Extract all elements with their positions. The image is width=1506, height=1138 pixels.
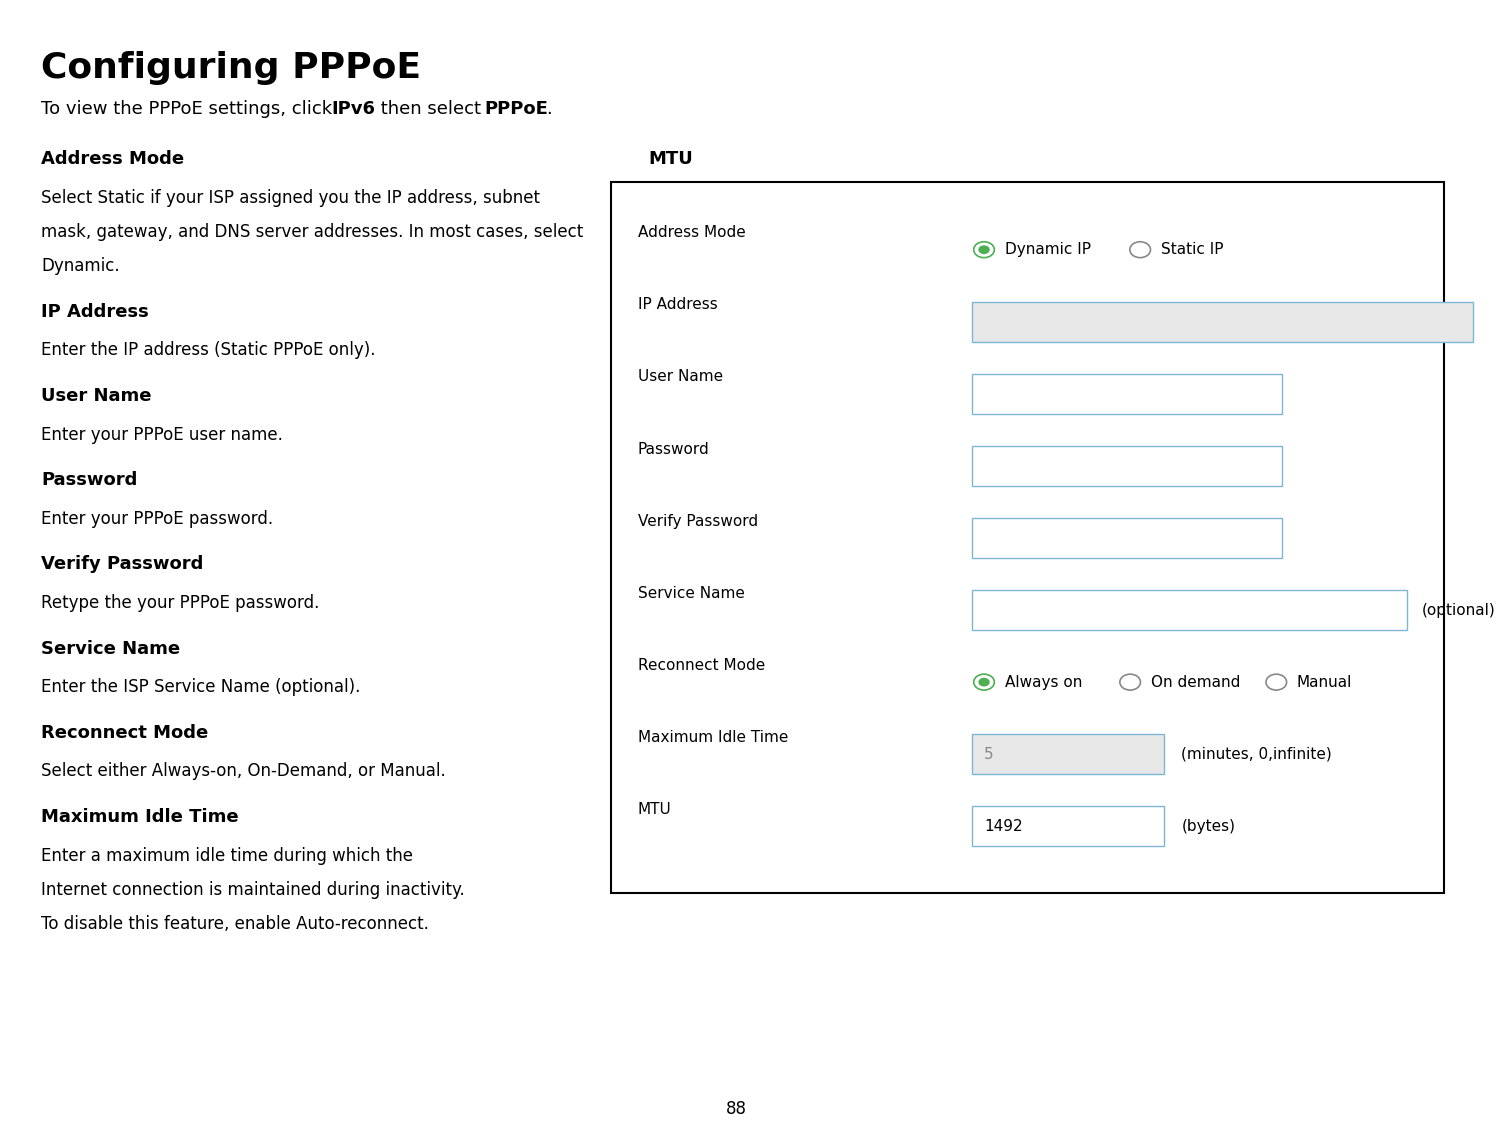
Text: On demand: On demand [1151, 675, 1239, 690]
Text: Reconnect Mode: Reconnect Mode [41, 724, 208, 742]
FancyBboxPatch shape [973, 591, 1407, 630]
Text: Service Name: Service Name [639, 586, 745, 601]
Text: Enter the ISP Service Name (optional).: Enter the ISP Service Name (optional). [41, 678, 360, 696]
Text: Address Mode: Address Mode [41, 150, 184, 168]
Text: Service Name: Service Name [41, 640, 181, 658]
Text: Address Mode: Address Mode [639, 225, 745, 240]
Text: IP Address: IP Address [41, 303, 149, 321]
Text: 1492: 1492 [983, 818, 1023, 834]
Text: IPv6: IPv6 [331, 100, 375, 118]
Text: IP Address: IP Address [639, 297, 717, 313]
Circle shape [974, 241, 994, 257]
Text: (bytes): (bytes) [1181, 818, 1235, 834]
Text: Select Static if your ISP assigned you the IP address, subnet: Select Static if your ISP assigned you t… [41, 189, 541, 207]
Text: To disable this feature, enable Auto-reconnect.: To disable this feature, enable Auto-rec… [41, 915, 429, 933]
Text: .: . [547, 100, 553, 118]
Text: Retype the your PPPoE password.: Retype the your PPPoE password. [41, 594, 319, 612]
Text: Maximum Idle Time: Maximum Idle Time [41, 808, 239, 826]
FancyBboxPatch shape [973, 446, 1282, 486]
Text: then select: then select [375, 100, 486, 118]
Text: Enter a maximum idle time during which the: Enter a maximum idle time during which t… [41, 847, 413, 865]
Text: Dynamic.: Dynamic. [41, 257, 120, 275]
FancyBboxPatch shape [973, 518, 1282, 558]
Text: Maximum Idle Time: Maximum Idle Time [639, 729, 788, 745]
Text: MTU: MTU [648, 150, 693, 168]
Text: 5: 5 [983, 747, 994, 761]
Text: Enter your PPPoE password.: Enter your PPPoE password. [41, 510, 274, 528]
Circle shape [1120, 674, 1140, 690]
Text: Enter the IP address (Static PPPoE only).: Enter the IP address (Static PPPoE only)… [41, 341, 375, 360]
Text: User Name: User Name [41, 387, 152, 405]
Circle shape [979, 678, 989, 686]
Text: Password: Password [639, 442, 709, 456]
FancyBboxPatch shape [973, 302, 1473, 341]
Text: Verify Password: Verify Password [639, 513, 758, 529]
Text: MTU: MTU [639, 802, 672, 817]
Text: Configuring PPPoE: Configuring PPPoE [41, 51, 422, 85]
Text: To view the PPPoE settings, click: To view the PPPoE settings, click [41, 100, 339, 118]
Circle shape [979, 246, 989, 254]
Text: Verify Password: Verify Password [41, 555, 203, 574]
Text: 88: 88 [726, 1099, 747, 1118]
FancyBboxPatch shape [611, 182, 1444, 893]
Text: PPPoE: PPPoE [483, 100, 548, 118]
Text: default MTU.: default MTU. [648, 257, 755, 275]
Circle shape [1267, 674, 1286, 690]
Text: Enter your PPPoE user name.: Enter your PPPoE user name. [41, 426, 283, 444]
Circle shape [1130, 241, 1151, 257]
Text: Internet connection is maintained during inactivity.: Internet connection is maintained during… [41, 881, 465, 899]
FancyBboxPatch shape [973, 374, 1282, 414]
FancyBboxPatch shape [973, 734, 1164, 774]
Text: Reconnect Mode: Reconnect Mode [639, 658, 765, 673]
Text: Maximum Transmission Unit - you may need to change the MTU: Maximum Transmission Unit - you may need… [648, 189, 1181, 207]
Text: Dynamic IP: Dynamic IP [1005, 242, 1090, 257]
Text: Static IP: Static IP [1161, 242, 1223, 257]
Text: User Name: User Name [639, 370, 723, 385]
Text: Password: Password [41, 471, 137, 489]
Text: (optional): (optional) [1422, 602, 1495, 618]
Text: mask, gateway, and DNS server addresses. In most cases, select: mask, gateway, and DNS server addresses.… [41, 223, 583, 241]
Text: Select either Always-on, On-Demand, or Manual.: Select either Always-on, On-Demand, or M… [41, 762, 446, 781]
Text: Always on: Always on [1005, 675, 1081, 690]
Text: for optimal performance with your specific ISP. 1492 is the: for optimal performance with your specif… [648, 223, 1134, 241]
Text: Manual: Manual [1297, 675, 1352, 690]
FancyBboxPatch shape [973, 807, 1164, 847]
Circle shape [974, 674, 994, 690]
Text: (minutes, 0,infinite): (minutes, 0,infinite) [1181, 747, 1333, 761]
